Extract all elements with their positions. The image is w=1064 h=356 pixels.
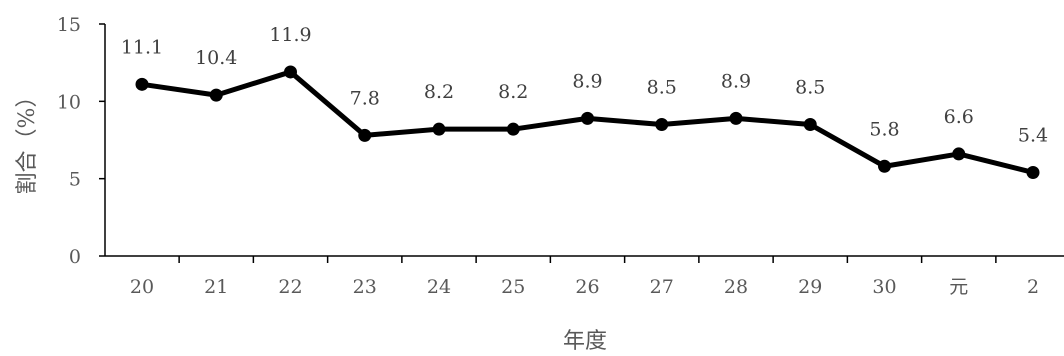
y-tick-label: 15 <box>57 14 81 36</box>
x-tick-label: 23 <box>353 276 377 298</box>
x-axis: 20 21 22 23 24 25 26 27 28 29 30 元 2 <box>105 255 1064 298</box>
data-label: 8.2 <box>424 81 454 103</box>
x-tick-label: 元 <box>949 276 968 298</box>
x-axis-title: 年度 <box>563 329 607 354</box>
data-point <box>803 118 817 132</box>
y-axis: 0 5 10 15 <box>57 14 106 268</box>
y-axis-title: 割合（%） <box>15 86 40 195</box>
data-point <box>729 111 743 125</box>
data-point <box>878 159 891 173</box>
data-label: 7.8 <box>350 87 380 109</box>
x-tick-label: 21 <box>204 276 228 298</box>
data-label: 8.5 <box>795 77 825 99</box>
y-tick-label: 10 <box>57 91 81 113</box>
data-label: 11.1 <box>121 36 163 58</box>
x-tick-label: 24 <box>427 276 451 298</box>
data-label: 8.9 <box>721 70 751 92</box>
x-tick-label: 22 <box>278 276 302 298</box>
data-point <box>209 88 223 102</box>
data-label: 8.9 <box>572 70 602 92</box>
x-tick-label: 2 <box>1027 276 1039 298</box>
data-point <box>135 77 149 91</box>
data-label: 10.4 <box>195 47 237 69</box>
data-point <box>506 122 520 136</box>
x-tick-label: 28 <box>724 276 748 298</box>
data-point <box>432 122 446 136</box>
y-tick-label: 0 <box>69 246 81 268</box>
data-point <box>284 65 297 79</box>
data-labels: 11.1 10.4 11.9 7.8 8.2 8.2 8.9 8.5 8.9 8.5 5.8 6.6 5… <box>121 24 1048 147</box>
data-label: 11.9 <box>269 24 311 46</box>
y-tick-label: 5 <box>69 169 81 191</box>
data-label: 8.2 <box>498 81 528 103</box>
x-tick-label: 25 <box>501 276 525 298</box>
x-tick-label: 30 <box>872 276 896 298</box>
x-tick-label: 27 <box>650 276 674 298</box>
data-point <box>358 128 372 142</box>
data-label: 5.8 <box>869 118 899 140</box>
series-line-group <box>135 65 1040 179</box>
data-point <box>952 147 966 161</box>
data-point <box>1026 165 1040 179</box>
data-label: 5.4 <box>1018 124 1048 146</box>
x-tick-label: 29 <box>798 276 822 298</box>
data-label: 8.5 <box>647 77 677 99</box>
x-tick-label: 26 <box>575 276 599 298</box>
data-point <box>655 118 669 132</box>
x-tick-label: 20 <box>130 276 154 298</box>
data-point <box>581 111 594 125</box>
data-label: 6.6 <box>944 106 974 128</box>
